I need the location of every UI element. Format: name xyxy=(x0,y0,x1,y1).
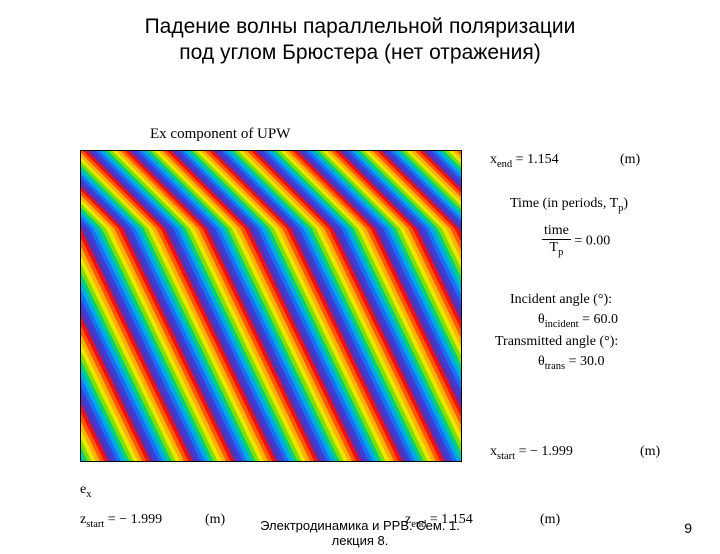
x-start-unit: (m) xyxy=(640,444,660,460)
title-line-1: Падение волны параллельной поляризации xyxy=(145,15,576,38)
transmitted-angle-value: θtrans = 30.0 xyxy=(538,354,605,372)
ex-axis-label: ex xyxy=(80,482,91,500)
incident-angle-label: Incident angle (°): xyxy=(510,292,612,308)
page-number: 9 xyxy=(684,520,692,536)
time-periods-label: Time (in periods, Tp) xyxy=(510,196,628,214)
x-end-label: xend = 1.154 xyxy=(490,152,559,170)
time-fraction: time Tp = 0.00 xyxy=(542,224,610,258)
footer-text: Электродинамика и РРВ. Сем. 1. лекция 8. xyxy=(0,518,720,548)
incident-angle-value: θincident = 60.0 xyxy=(538,312,618,330)
title-line-2: под углом Брюстера (нет отражения) xyxy=(179,41,540,64)
x-end-unit: (m) xyxy=(620,152,640,168)
wave-field-chart xyxy=(80,150,462,462)
plot-title: Ex component of UPW xyxy=(150,126,290,143)
transmitted-angle-label: Transmitted angle (°): xyxy=(495,334,618,350)
x-start-label: xstart = − 1.999 xyxy=(490,444,573,462)
